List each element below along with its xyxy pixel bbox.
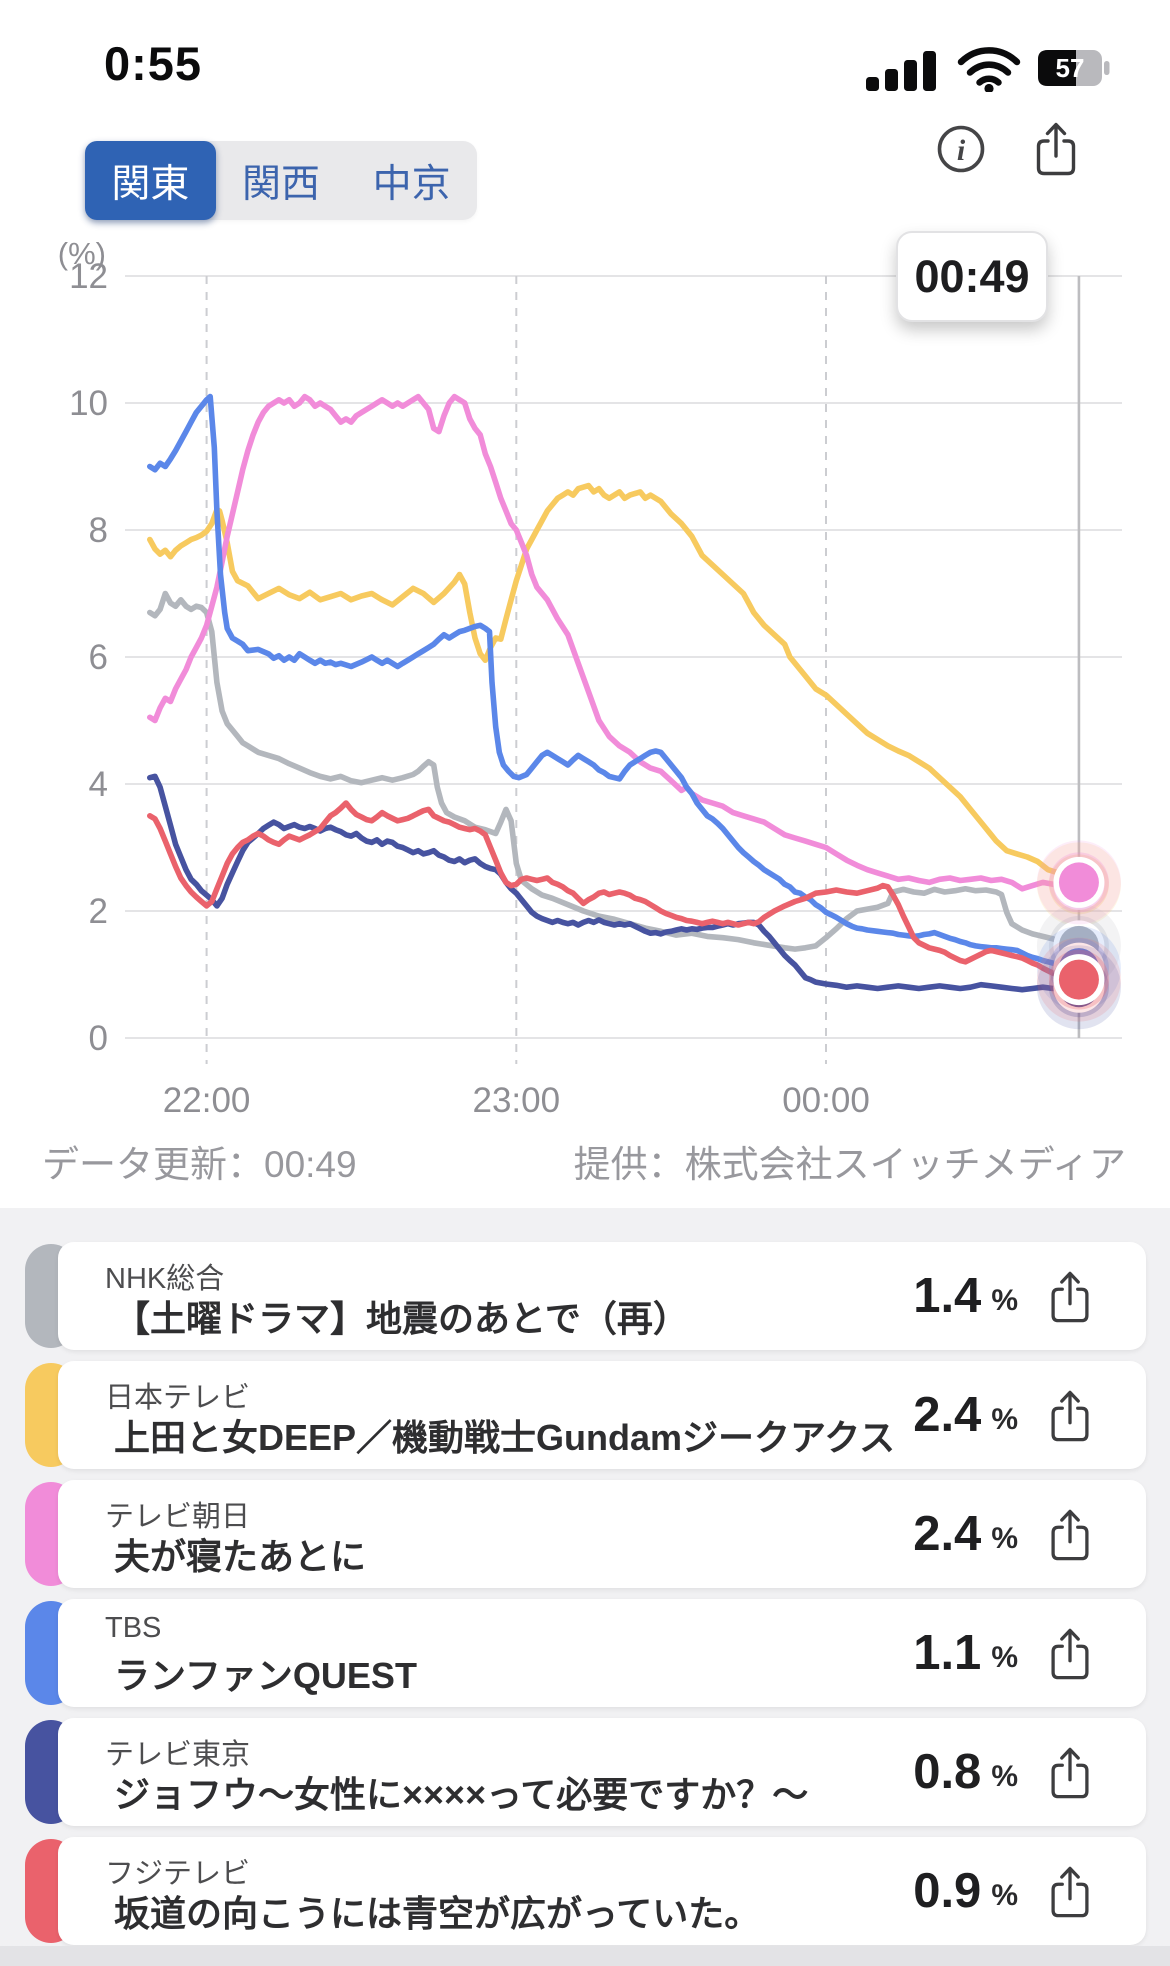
channel-name: 日本テレビ (105, 1382, 251, 1414)
rating-value: 0.9% (913, 1864, 1018, 1918)
svg-text:6: 6 (89, 638, 108, 677)
program-title: 夫が寝たあとに (114, 1536, 367, 1577)
channel-row-tvtokyo[interactable]: テレビ東京 ジョフウ～女性に××××って必要ですか？～ 0.8% (0, 1718, 1170, 1826)
svg-text:8: 8 (89, 511, 108, 550)
status-time: 0:55 (104, 37, 203, 90)
svg-text:22:00: 22:00 (163, 1081, 251, 1120)
row-share-icon[interactable] (1044, 1388, 1096, 1444)
channel-card[interactable]: TBS ランファンQUEST 1.1% (58, 1599, 1146, 1707)
svg-text:12: 12 (69, 257, 108, 296)
channel-card[interactable]: テレビ朝日 夫が寝たあとに 2.4% (58, 1480, 1146, 1588)
channel-name: テレビ東京 (105, 1739, 251, 1771)
signal-bars-icon (866, 44, 940, 97)
svg-text:00:00: 00:00 (782, 1081, 870, 1120)
channel-card[interactable]: フジテレビ 坂道の向こうには青空が広がっていた。 0.9% (58, 1837, 1146, 1945)
svg-text:i: i (957, 134, 966, 167)
channel-list: NHK総合 【土曜ドラマ】地震のあとで（再） 1.4% 日本テレビ 上田と女DE… (0, 1208, 1170, 1966)
program-title: 【土曜ドラマ】地震のあとで（再） (114, 1298, 689, 1339)
battery-icon: 57 (1038, 44, 1112, 97)
rating-value: 0.8% (913, 1745, 1018, 1799)
svg-text:2: 2 (89, 892, 108, 931)
toolbar: i (934, 120, 1082, 183)
rating-value: 2.4% (913, 1388, 1018, 1442)
channel-name: フジテレビ (105, 1858, 251, 1890)
info-icon[interactable]: i (934, 122, 988, 181)
row-share-icon[interactable] (1044, 1864, 1096, 1920)
program-title: ジョフウ～女性に××××って必要ですか？～ (114, 1774, 809, 1815)
status-icons: 57 (866, 44, 1112, 97)
bottom-strip (0, 1946, 1170, 1966)
channel-card[interactable]: テレビ東京 ジョフウ～女性に××××って必要ですか？～ 0.8% (58, 1718, 1146, 1826)
svg-text:(%): (%) (58, 236, 106, 271)
time-cursor-tooltip[interactable]: 00:49 (896, 231, 1048, 322)
region-tab-kanto[interactable]: 関東 (85, 141, 216, 220)
channel-card[interactable]: 日本テレビ 上田と女DEEP／機動戦士Gundamジークアクス 2.4% (58, 1361, 1146, 1469)
channel-name: テレビ朝日 (105, 1501, 251, 1533)
battery-percent-text: 57 (1056, 53, 1085, 83)
region-tab-bar: 関東 関西 中京 (85, 141, 477, 220)
channel-row-nhk[interactable]: NHK総合 【土曜ドラマ】地震のあとで（再） 1.4% (0, 1242, 1170, 1350)
svg-text:4: 4 (89, 765, 108, 804)
rating-value: 1.4% (913, 1269, 1018, 1323)
channel-name: NHK総合 (105, 1263, 225, 1295)
channel-row-tbs[interactable]: TBS ランファンQUEST 1.1% (0, 1599, 1170, 1707)
wifi-icon (956, 44, 1022, 97)
rating-value: 1.1% (913, 1626, 1018, 1680)
program-title: 坂道の向こうには青空が広がっていた。 (114, 1893, 761, 1934)
svg-text:0: 0 (89, 1019, 108, 1058)
row-share-icon[interactable] (1044, 1745, 1096, 1801)
svg-text:23:00: 23:00 (473, 1081, 561, 1120)
program-title: 上田と女DEEP／機動戦士Gundamジークアクス (114, 1417, 896, 1458)
row-share-icon[interactable] (1044, 1507, 1096, 1563)
program-title: ランファンQUEST (114, 1655, 417, 1696)
data-updated-label: データ更新：00:49 (42, 1144, 357, 1185)
ratings-chart[interactable]: 0 2 4 6 8 10 12 (%) 22:00 23:00 00:00 (0, 0, 1170, 1210)
channel-card[interactable]: NHK総合 【土曜ドラマ】地震のあとで（再） 1.4% (58, 1242, 1146, 1350)
channel-row-tvasahi[interactable]: テレビ朝日 夫が寝たあとに 2.4% (0, 1480, 1170, 1588)
channel-row-ntv[interactable]: 日本テレビ 上田と女DEEP／機動戦士Gundamジークアクス 2.4% (0, 1361, 1170, 1469)
channel-name: TBS (105, 1612, 162, 1644)
svg-text:10: 10 (69, 384, 108, 423)
channel-row-fujitv[interactable]: フジテレビ 坂道の向こうには青空が広がっていた。 0.9% (0, 1837, 1170, 1945)
rating-value: 2.4% (913, 1507, 1018, 1561)
region-tab-kansai[interactable]: 関西 (242, 162, 321, 206)
row-share-icon[interactable] (1044, 1626, 1096, 1682)
region-tab-chukyo[interactable]: 中京 (372, 162, 451, 206)
data-provider-label: 提供：株式会社スイッチメディア (573, 1144, 1126, 1185)
chart-footer: データ更新：00:49 提供：株式会社スイッチメディア (0, 1134, 1170, 1185)
row-share-icon[interactable] (1044, 1269, 1096, 1325)
